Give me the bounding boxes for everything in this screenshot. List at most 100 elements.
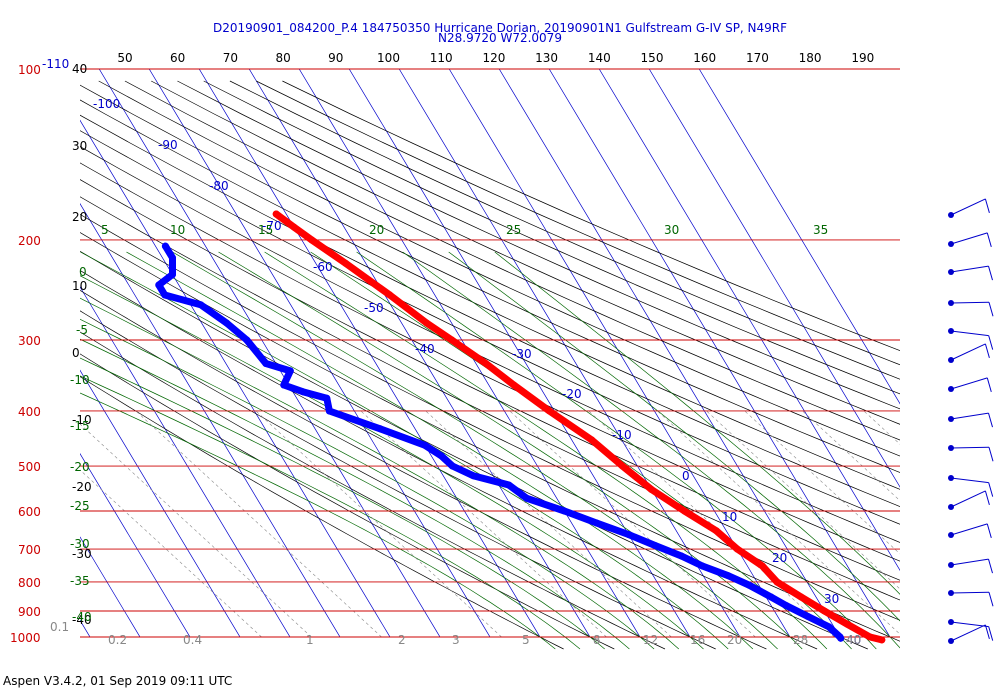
mixing-ratio-line	[802, 410, 900, 502]
dry-adiabat	[80, 84, 900, 473]
wind-barb-flag	[984, 343, 990, 359]
mixing-ratio-line	[80, 423, 312, 638]
wind-barb-dot	[948, 300, 954, 306]
wind-barb-staff	[950, 412, 989, 420]
left-temp-label: 40	[72, 62, 87, 76]
dry-adiabat	[80, 162, 900, 562]
top-axis-tick: 140	[588, 51, 611, 65]
top-axis-tick: 150	[641, 51, 664, 65]
wind-barb-flag	[988, 592, 994, 607]
moist-adiabat	[80, 392, 556, 650]
isotherm-label: -50	[364, 301, 384, 315]
isotherm-label: 0	[682, 469, 690, 483]
isotherm-label: 20	[772, 551, 787, 565]
moist-adiabat-label: 0	[79, 265, 87, 279]
wind-barb-dot	[948, 357, 954, 363]
pressure-label: 300	[18, 334, 41, 348]
dewpoint-profile-point	[448, 462, 456, 470]
wind-barb-staff	[950, 558, 989, 566]
temperature-profile-point	[510, 381, 518, 389]
theta-e-label: 35	[813, 223, 828, 237]
left-temp-label: -40	[72, 613, 92, 627]
dewpoint-profile-point	[161, 291, 169, 299]
moist-adiabat-label: -15	[70, 419, 90, 433]
isotherm-line	[148, 69, 491, 638]
dewpoint-profile-point	[286, 367, 294, 375]
mixing-ratio-label: 2	[398, 633, 406, 647]
wind-barb-dot	[948, 504, 954, 510]
moist-adiabat	[80, 375, 581, 650]
left-temp-label: 20	[72, 210, 87, 224]
wind-barb-dot	[948, 590, 954, 596]
dewpoint-profile-point	[745, 581, 753, 589]
wind-barb	[948, 232, 992, 248]
wind-barb-dot	[948, 328, 954, 334]
dry-adiabat	[80, 179, 900, 581]
wind-barb-flag	[984, 198, 990, 214]
temperature-profile-point	[588, 436, 596, 444]
wind-barb	[948, 343, 990, 363]
top-axis-tick: 180	[799, 51, 822, 65]
temperature-profile-point	[272, 210, 280, 218]
mixing-ratio-line	[255, 410, 502, 638]
dewpoint-profile-point	[161, 242, 169, 250]
temperature-profile-point	[308, 236, 316, 244]
temperature-profile-point	[482, 360, 490, 367]
dry-adiabat	[151, 80, 900, 425]
dewpoint-profile-point	[804, 612, 812, 620]
dewpoint-profile-point	[825, 623, 833, 631]
dry-adiabat	[80, 114, 900, 507]
wind-barb-flag	[988, 558, 993, 574]
isotherm-label: -80	[209, 179, 229, 193]
wind-barb-staff	[950, 343, 986, 361]
pressure-label: 500	[18, 460, 41, 474]
dewpoint-profile	[155, 242, 845, 642]
dry-adiabat	[282, 80, 900, 352]
sounding-profiles	[155, 210, 886, 644]
isotherm-line	[348, 69, 691, 638]
dry-adiabat	[229, 80, 900, 380]
wind-barb-staff	[950, 377, 988, 390]
wind-barb-staff	[950, 477, 989, 484]
mixing-ratio-line	[657, 410, 900, 635]
dewpoint-profile-point	[169, 271, 176, 278]
wind-barb-staff	[950, 301, 990, 304]
moist-adiabat	[494, 251, 900, 595]
wind-barbs	[948, 198, 994, 644]
temperature-profile-point	[820, 607, 828, 615]
isotherm-label: -40	[415, 342, 435, 356]
pressure-label: 600	[18, 505, 41, 519]
wind-barb	[948, 300, 994, 317]
dry-adiabat	[80, 214, 900, 621]
temperature-profile-point	[758, 562, 766, 570]
moist-adiabat	[218, 251, 803, 650]
wind-barb-flag	[984, 624, 990, 640]
wind-barb-dot	[948, 532, 954, 538]
pressure-lines	[80, 68, 900, 638]
temperature-profile-point	[618, 462, 626, 470]
dewpoint-profile-point	[767, 593, 775, 601]
temperature-profile-point	[386, 291, 394, 299]
theta-e-label: 30	[664, 223, 679, 237]
mixing-ratio-label: 12	[643, 633, 658, 647]
dry-adiabat	[80, 331, 666, 650]
mixing-ratio-label: 3	[452, 633, 460, 647]
moist-adiabat-label: -10	[70, 373, 90, 387]
wind-barb-flag	[988, 302, 994, 317]
dewpoint-profile-point	[469, 472, 477, 480]
isotherm-line	[198, 69, 541, 638]
moist-adiabat	[402, 251, 900, 649]
theta-e-label: 25	[506, 223, 521, 237]
wind-barb-flag	[988, 626, 994, 641]
wind-barb-staff	[950, 265, 989, 273]
wind-barb-flag	[988, 335, 994, 350]
wind-barb	[948, 265, 993, 281]
wind-barb-staff	[950, 330, 989, 337]
dry-adiabat	[203, 80, 900, 395]
wind-barb-staff	[950, 490, 986, 508]
wind-barb	[948, 475, 994, 497]
wind-barb-flag	[986, 523, 992, 539]
wind-barb-flag	[988, 412, 993, 428]
